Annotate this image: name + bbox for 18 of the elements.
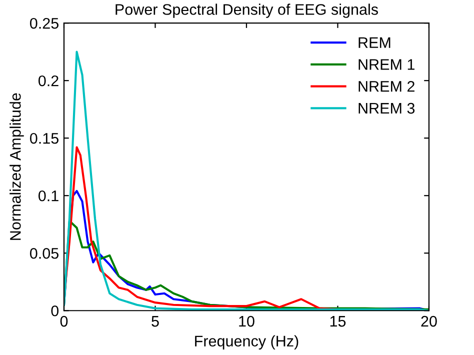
legend-label: NREM 2 <box>358 80 414 92</box>
chart-title: Power Spectral Density of EEG signals <box>116 4 378 18</box>
y-axis-title: Normalized Amplitude <box>10 93 24 240</box>
legend-label: REM <box>358 37 390 48</box>
y-tick-label: 0.25 <box>30 18 58 29</box>
y-tick-label: 0.2 <box>38 75 58 86</box>
x-tick-label: 5 <box>152 316 159 327</box>
legend-label: NREM 3 <box>358 102 415 114</box>
x-tick-label: 15 <box>330 316 346 327</box>
y-tick-label: 0.1 <box>38 190 58 202</box>
legend-label: NREM 1 <box>358 59 414 70</box>
y-tick-label: 0.15 <box>30 132 58 144</box>
y-tick-label: 0.05 <box>30 248 58 259</box>
x-axis-title: Frequency (Hz) <box>195 335 298 350</box>
x-tick-label: 0 <box>60 316 68 327</box>
x-tick-label: 10 <box>239 316 254 327</box>
x-tick-label: 20 <box>421 316 437 327</box>
y-tick-label: 0 <box>51 305 59 316</box>
